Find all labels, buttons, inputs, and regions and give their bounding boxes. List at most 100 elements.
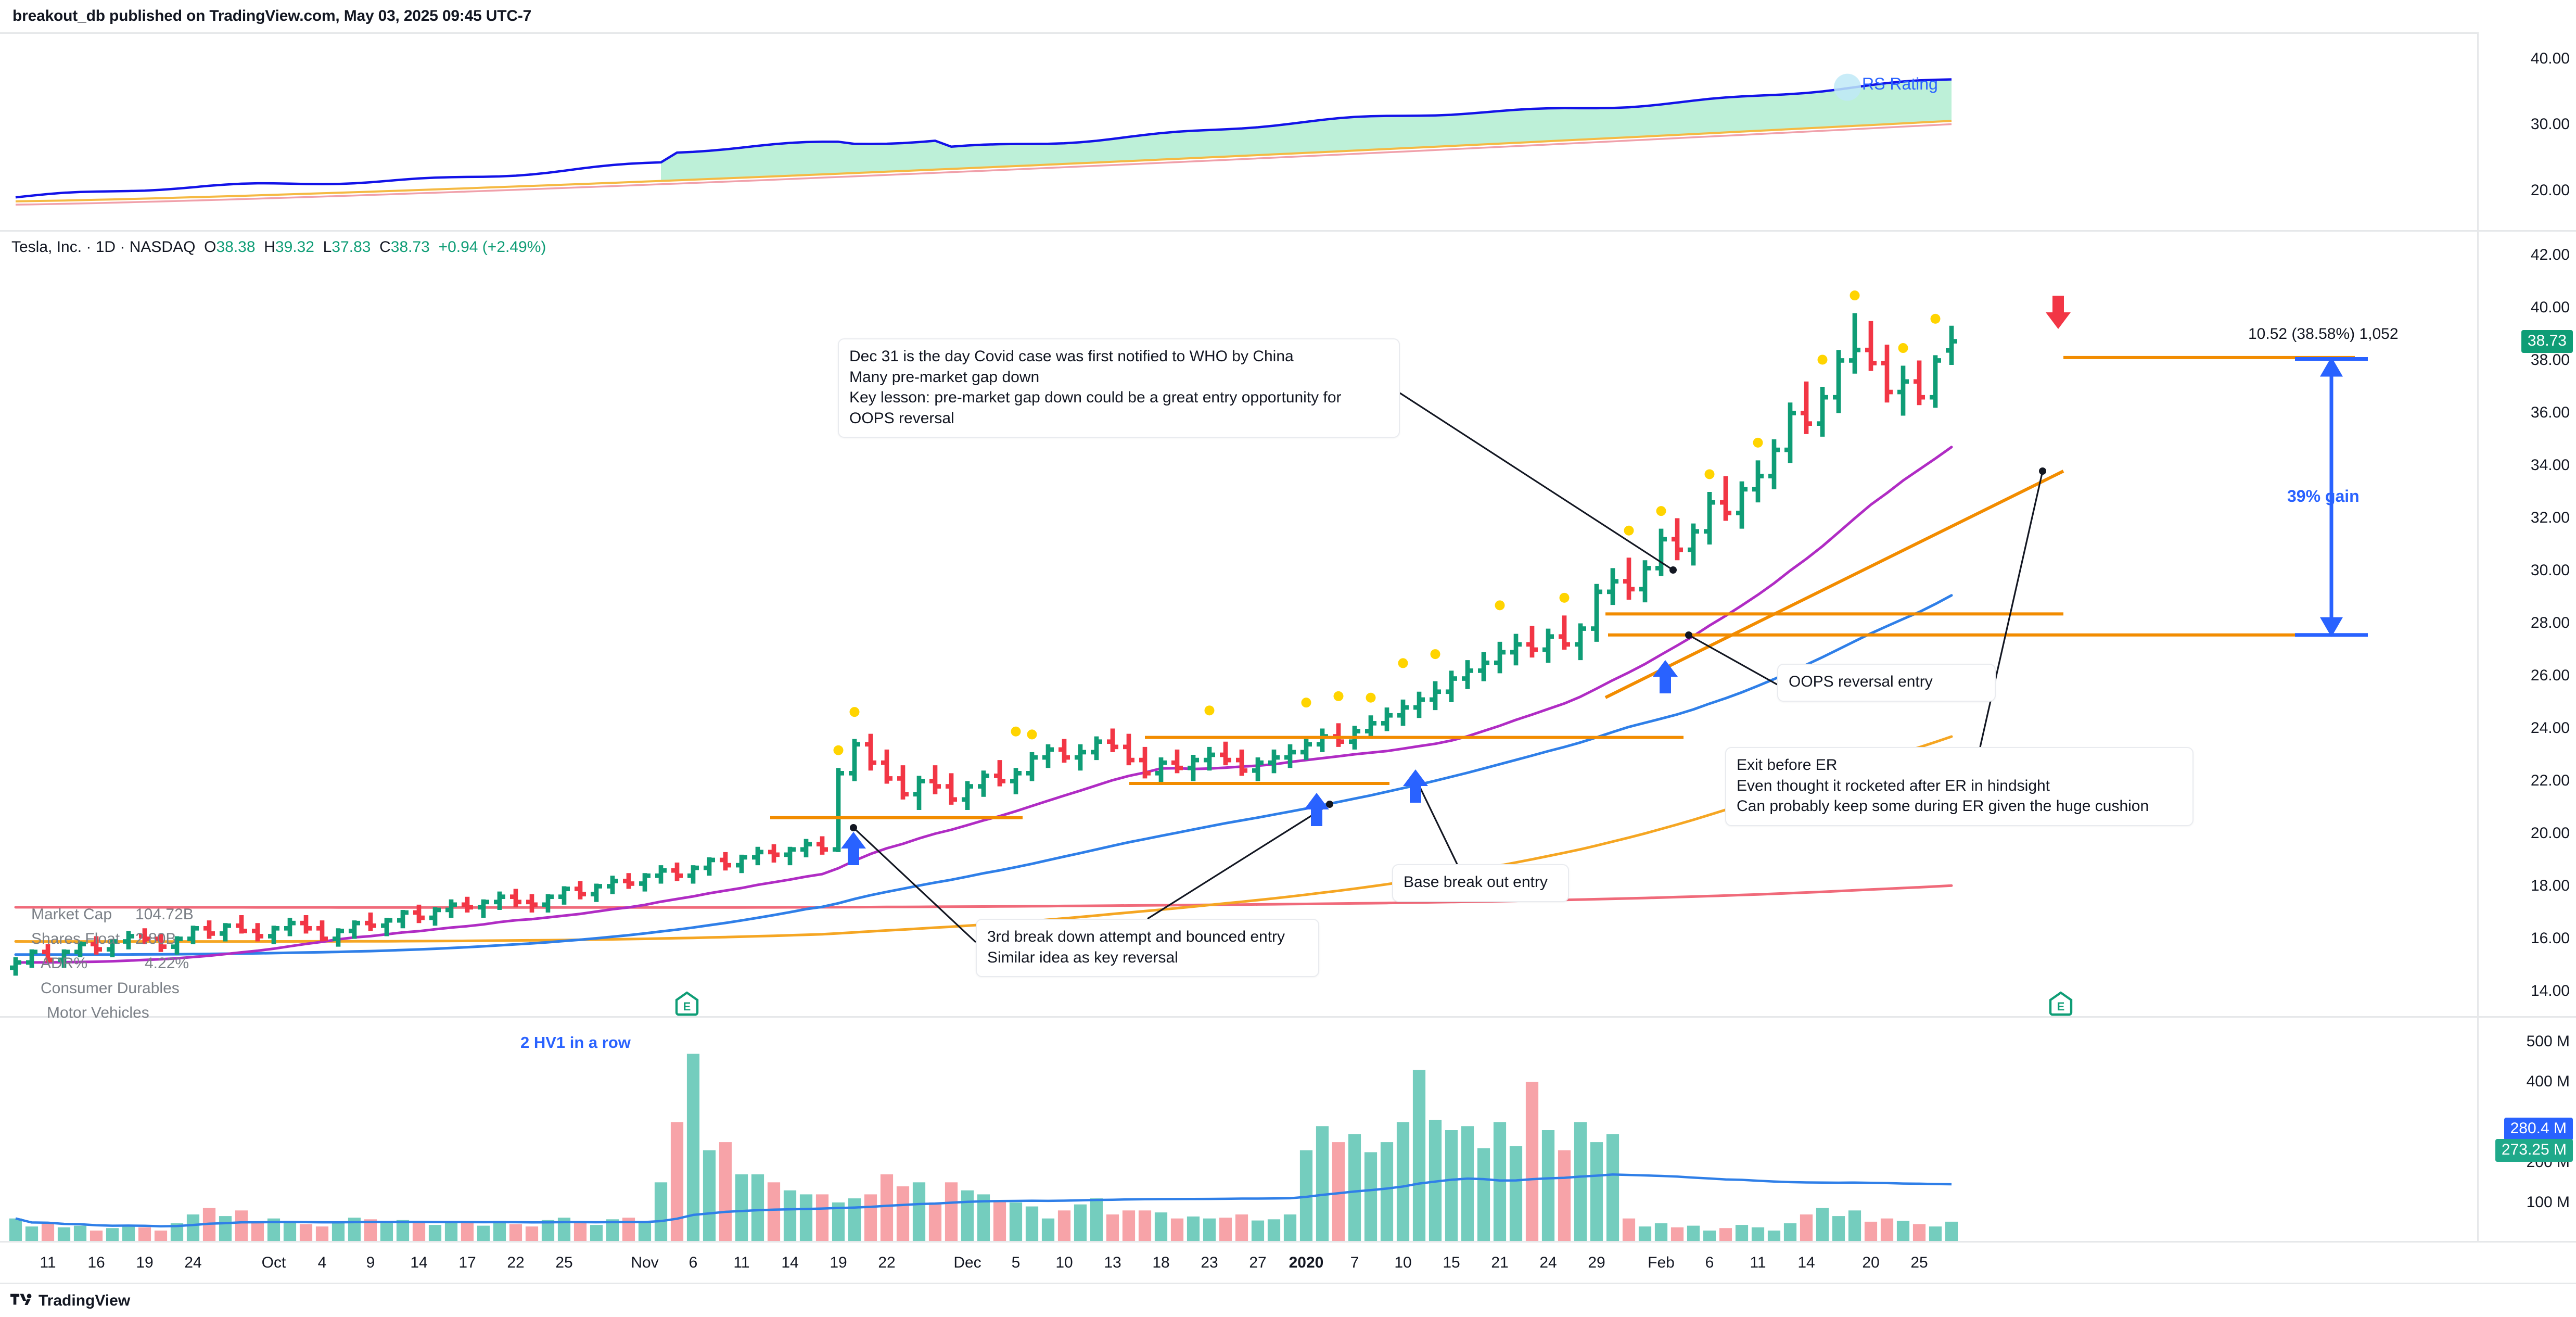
volume-bar xyxy=(896,1186,910,1243)
volume-bar xyxy=(654,1182,668,1243)
volume-bar xyxy=(1041,1218,1055,1243)
price-axis-tick: 16.00 xyxy=(2530,930,2570,947)
time-axis-tick: 25 xyxy=(555,1254,573,1271)
time-axis-tick: Feb xyxy=(1648,1254,1675,1271)
volume-bar xyxy=(509,1224,522,1243)
time-axis-tick: 11 xyxy=(40,1254,56,1271)
earnings-marker-1[interactable]: E xyxy=(673,991,700,1020)
rs-axis-tick: 20.00 xyxy=(2530,182,2570,199)
volume-axis[interactable]: 500 M 400 M 200 M 100 M 280.4 M 273.25 M xyxy=(2477,1016,2576,1241)
third-breakdown-note[interactable]: 3rd break down attempt and bounced entry… xyxy=(976,919,1319,978)
volume-bar xyxy=(1074,1204,1087,1243)
volume-bar xyxy=(1751,1227,1765,1243)
volume-bar xyxy=(412,1222,426,1243)
volume-bar xyxy=(1154,1212,1168,1243)
ohlc-o-label: O xyxy=(204,238,216,256)
time-axis-tick: 22 xyxy=(878,1254,896,1271)
publish-text: breakout_db published on TradingView.com… xyxy=(12,7,532,24)
covid-note[interactable]: Dec 31 is the day Covid case was first n… xyxy=(838,338,1400,438)
price-axis-tick: 40.00 xyxy=(2530,299,2570,316)
volume-bar xyxy=(90,1230,103,1243)
volume-bar xyxy=(138,1227,151,1243)
volume-bar xyxy=(945,1182,958,1243)
volume-bar xyxy=(1622,1218,1636,1243)
volume-bar xyxy=(1912,1224,1926,1243)
volume-bar xyxy=(122,1225,135,1243)
volume-bar xyxy=(541,1220,555,1243)
earnings-marker-2[interactable]: E xyxy=(2047,991,2074,1020)
volume-bar xyxy=(493,1221,506,1243)
time-axis-tick: 11 xyxy=(733,1254,750,1271)
footer-brand: TradingView xyxy=(0,1283,2576,1317)
price-axis-tick: 20.00 xyxy=(2530,825,2570,842)
volume-bar xyxy=(1251,1220,1265,1243)
base-breakout-note[interactable]: Base break out entry xyxy=(1392,864,1569,902)
svg-text:E: E xyxy=(683,1000,691,1013)
time-axis-tick: 19 xyxy=(830,1254,847,1271)
volume-bar xyxy=(1316,1126,1329,1243)
symbol-legend[interactable]: Tesla, Inc. · 1D · NASDAQ O38.38 H39.32 … xyxy=(11,238,546,256)
volume-bar xyxy=(1719,1228,1732,1243)
volume-bar xyxy=(219,1216,232,1243)
price-axis-tick: 26.00 xyxy=(2530,667,2570,685)
market-cap-row: Market Cap 104.72B xyxy=(31,906,194,923)
ma-100-line xyxy=(14,594,1953,956)
oops-reversal-note[interactable]: OOPS reversal entry xyxy=(1777,664,1996,702)
shares-float-label: Shares Float xyxy=(31,930,120,947)
time-axis-tick: Nov xyxy=(631,1254,659,1271)
time-axis-tick: 6 xyxy=(1705,1254,1714,1271)
ohlc-close: 38.73 xyxy=(390,238,430,256)
volume-bar xyxy=(1558,1150,1571,1243)
volume-bar xyxy=(961,1190,974,1243)
rs-rating-plot xyxy=(15,73,1952,206)
time-axis-tick: 29 xyxy=(1588,1254,1605,1271)
volume-bar xyxy=(1767,1230,1781,1243)
volume-bar xyxy=(106,1228,119,1243)
rs-rating-fill xyxy=(661,79,1952,181)
price-axis-tick: 32.00 xyxy=(2530,509,2570,527)
rs-axis-tick: 40.00 xyxy=(2530,49,2570,67)
adr-row: ADR% 4.22% xyxy=(41,955,189,972)
volume-bar xyxy=(1057,1210,1071,1243)
ohlc-open: 38.38 xyxy=(216,238,256,256)
volume-bar xyxy=(315,1226,329,1243)
volume-bar xyxy=(1106,1214,1119,1243)
volume-bar xyxy=(815,1194,829,1243)
volume-bar xyxy=(993,1200,1006,1243)
last-price-badge[interactable]: 38.73 xyxy=(2521,330,2573,353)
rs-rating-pane[interactable] xyxy=(0,32,2477,230)
volume-bar xyxy=(1009,1202,1023,1243)
rs-axis-tick: 30.00 xyxy=(2530,116,2570,133)
volume-bar xyxy=(864,1194,877,1243)
volume-bar xyxy=(912,1182,926,1243)
volume-bar xyxy=(783,1190,797,1243)
time-axis-tick: 22 xyxy=(507,1254,525,1271)
rs-price-axis[interactable]: 40.00 30.00 20.00 xyxy=(2477,32,2576,230)
volume-bar xyxy=(1412,1070,1426,1243)
volume-bar xyxy=(525,1226,539,1243)
volume-bar xyxy=(154,1230,168,1243)
ohlc-high: 39.32 xyxy=(275,238,314,256)
volume-value-badge[interactable]: 273.25 M xyxy=(2495,1139,2573,1162)
volume-bar xyxy=(1348,1134,1361,1243)
volume-bar xyxy=(461,1223,474,1243)
volume-bar xyxy=(1687,1225,1700,1243)
volume-bar xyxy=(1493,1122,1507,1243)
volume-pane[interactable] xyxy=(0,1016,2477,1243)
volume-bar xyxy=(1783,1223,1797,1243)
volume-value-badge[interactable]: 280.4 M xyxy=(2504,1117,2573,1141)
sector-label: Consumer Durables xyxy=(41,980,180,997)
price-axis-tick: 18.00 xyxy=(2530,877,2570,895)
volume-bar xyxy=(686,1054,700,1243)
rs-rating-endpoint-marker xyxy=(1834,73,1861,101)
time-axis[interactable]: 11 16 19 24 Oct 4 9 14 17 22 25 Nov 6 11 14 19 22 Dec 5 10 1… xyxy=(0,1241,2576,1283)
volume-bar xyxy=(396,1220,410,1243)
price-axis[interactable]: 42.00 40.00 38.00 36.00 34.00 32.00 30.00 28.00… xyxy=(2477,230,2576,1016)
time-axis-tick: Dec xyxy=(953,1254,981,1271)
adr-label: ADR% xyxy=(41,955,88,972)
rs-secondary-line xyxy=(15,123,1952,206)
exit-before-er-note[interactable]: Exit before ER Even thought it rocketed … xyxy=(1725,747,2194,826)
price-axis-tick: 42.00 xyxy=(2530,246,2570,264)
volume-bar xyxy=(428,1225,442,1243)
